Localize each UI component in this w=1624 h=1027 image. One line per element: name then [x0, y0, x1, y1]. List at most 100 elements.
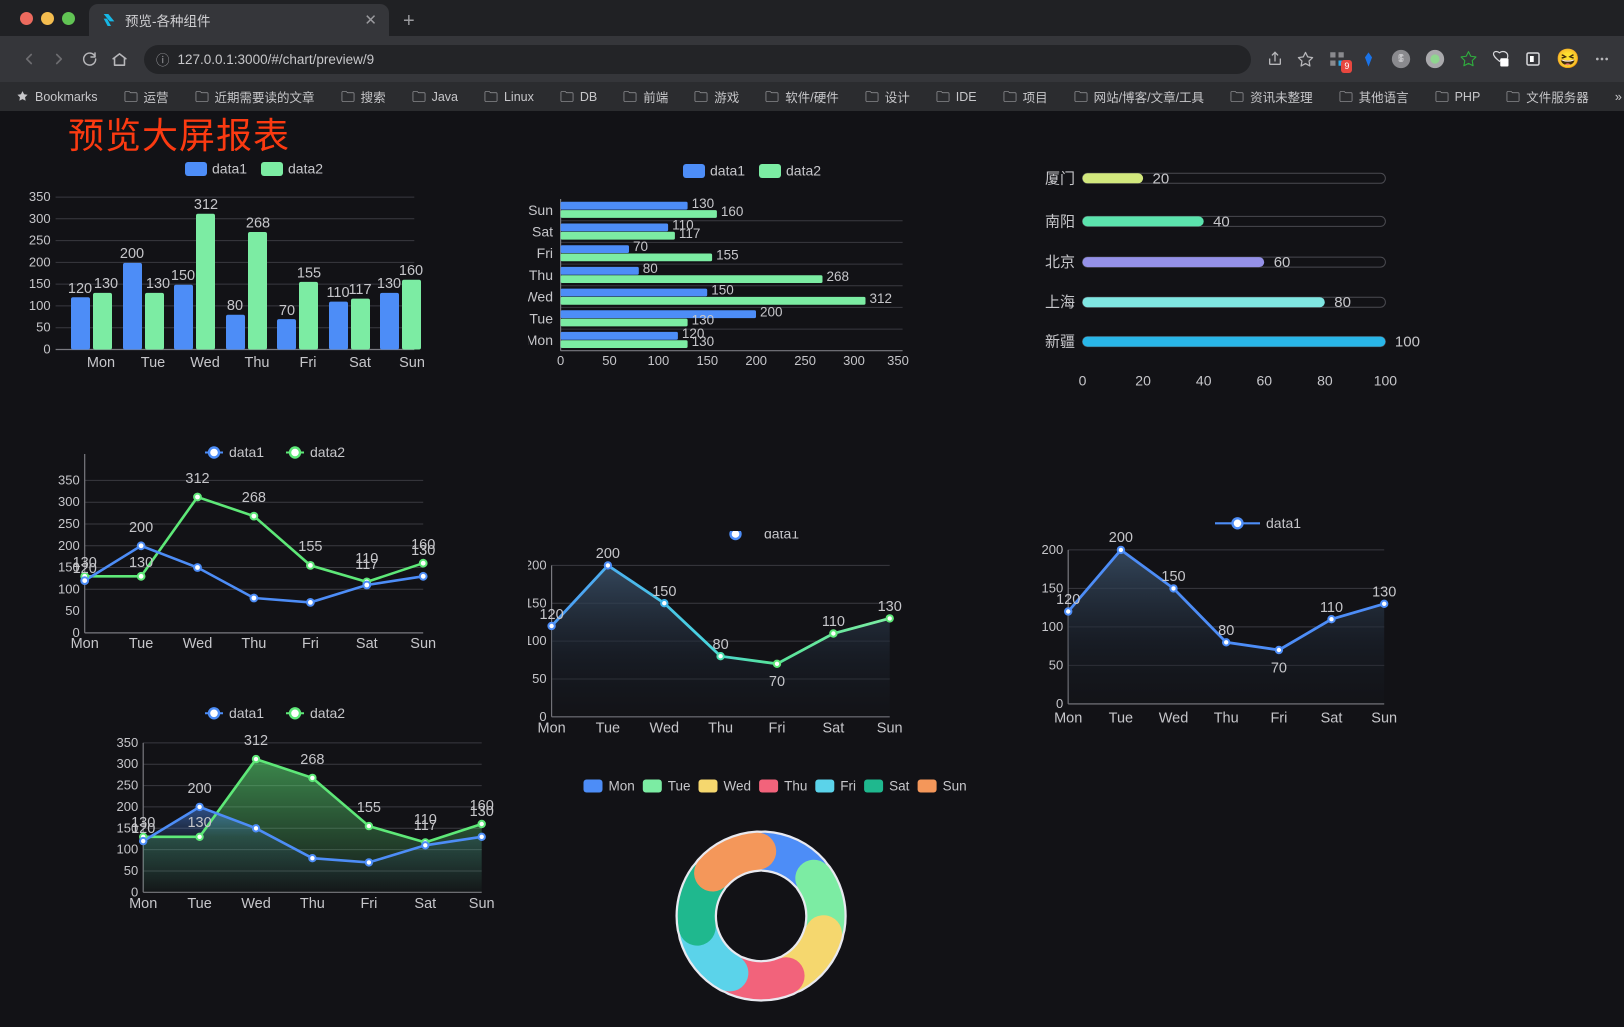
svg-text:150: 150 — [711, 283, 734, 298]
svg-text:Tue: Tue — [129, 636, 153, 650]
svg-text:155: 155 — [298, 539, 322, 555]
svg-text:70: 70 — [769, 674, 785, 690]
svg-text:data2: data2 — [310, 705, 345, 721]
svg-text:150: 150 — [652, 584, 676, 600]
svg-text:268: 268 — [300, 752, 324, 768]
svg-text:200: 200 — [745, 353, 767, 368]
svg-text:300: 300 — [116, 756, 138, 771]
svg-text:Mon: Mon — [609, 779, 635, 794]
svg-text:60: 60 — [1274, 254, 1291, 271]
svg-text:Sun: Sun — [469, 896, 495, 912]
svg-text:data1: data1 — [710, 163, 745, 179]
svg-text:130: 130 — [94, 276, 118, 292]
svg-text:data1: data1 — [229, 705, 264, 721]
svg-text:250: 250 — [116, 778, 138, 793]
svg-text:0: 0 — [43, 342, 50, 357]
svg-text:Mon: Mon — [87, 355, 115, 371]
svg-text:data1: data1 — [229, 444, 264, 460]
svg-text:200: 200 — [120, 246, 144, 262]
svg-text:80: 80 — [713, 637, 729, 653]
svg-text:Tue: Tue — [529, 310, 553, 326]
svg-text:Fri: Fri — [769, 721, 786, 734]
svg-text:120: 120 — [1056, 592, 1080, 608]
svg-text:Tue: Tue — [141, 355, 165, 371]
svg-text:155: 155 — [297, 266, 321, 282]
svg-text:Sun: Sun — [943, 779, 967, 794]
svg-text:120: 120 — [539, 607, 563, 623]
svg-text:Wed: Wed — [650, 721, 680, 734]
svg-text:130: 130 — [470, 804, 494, 820]
svg-text:50: 50 — [532, 671, 546, 686]
svg-text:Tue: Tue — [596, 721, 620, 734]
svg-text:150: 150 — [29, 276, 51, 291]
svg-text:200: 200 — [760, 304, 783, 319]
svg-text:100: 100 — [528, 633, 547, 648]
svg-text:0: 0 — [557, 353, 564, 368]
svg-text:350: 350 — [116, 735, 138, 750]
svg-text:160: 160 — [399, 263, 423, 279]
svg-text:Fri: Fri — [302, 636, 319, 650]
svg-text:Sat: Sat — [356, 636, 378, 650]
svg-text:100: 100 — [116, 842, 138, 857]
svg-text:80: 80 — [643, 261, 658, 276]
svg-text:100: 100 — [58, 581, 80, 596]
svg-text:Mon: Mon — [528, 332, 553, 348]
svg-text:100: 100 — [29, 298, 51, 313]
svg-text:200: 200 — [129, 520, 153, 536]
svg-text:新疆: 新疆 — [1045, 334, 1075, 351]
svg-text:Sun: Sun — [410, 636, 436, 650]
svg-text:data2: data2 — [288, 161, 323, 177]
svg-text:Fri: Fri — [840, 779, 856, 794]
svg-text:Fri: Fri — [300, 355, 317, 371]
svg-text:60: 60 — [1257, 373, 1273, 389]
svg-text:Thu: Thu — [529, 267, 553, 283]
svg-text:Mon: Mon — [537, 721, 565, 734]
svg-text:117: 117 — [348, 282, 371, 298]
svg-text:100: 100 — [1395, 334, 1420, 351]
svg-text:80: 80 — [1317, 373, 1333, 389]
svg-text:150: 150 — [696, 353, 718, 368]
svg-text:Thu: Thu — [784, 779, 807, 794]
svg-text:250: 250 — [58, 516, 80, 531]
svg-text:Sat: Sat — [414, 896, 436, 912]
svg-text:130: 130 — [411, 543, 435, 559]
svg-text:200: 200 — [187, 781, 211, 797]
svg-text:130: 130 — [878, 599, 902, 615]
svg-text:70: 70 — [279, 303, 295, 319]
svg-text:200: 200 — [116, 799, 138, 814]
svg-text:Fri: Fri — [360, 896, 377, 912]
svg-text:130: 130 — [1372, 585, 1396, 601]
svg-text:130: 130 — [692, 334, 715, 349]
svg-text:100: 100 — [1041, 619, 1063, 634]
svg-text:110: 110 — [326, 285, 349, 301]
svg-text:130: 130 — [146, 276, 170, 292]
svg-text:20: 20 — [1135, 373, 1151, 389]
svg-text:70: 70 — [633, 239, 648, 254]
svg-text:Sat: Sat — [532, 224, 553, 240]
svg-text:Sat: Sat — [889, 779, 910, 794]
svg-text:155: 155 — [357, 800, 381, 816]
svg-text:data1: data1 — [764, 531, 799, 542]
svg-text:200: 200 — [1041, 542, 1063, 557]
svg-text:Sun: Sun — [877, 721, 903, 734]
svg-text:40: 40 — [1196, 373, 1212, 389]
svg-text:130: 130 — [187, 815, 211, 831]
svg-text:50: 50 — [1049, 657, 1063, 672]
svg-text:Wed: Wed — [724, 779, 752, 794]
svg-text:155: 155 — [716, 248, 739, 263]
svg-text:350: 350 — [887, 353, 909, 368]
svg-text:350: 350 — [29, 189, 51, 204]
svg-text:data1: data1 — [212, 161, 247, 177]
svg-text:Sat: Sat — [823, 721, 845, 734]
svg-text:200: 200 — [1109, 530, 1133, 546]
svg-text:Wed: Wed — [528, 289, 553, 305]
svg-text:厦门: 厦门 — [1045, 170, 1075, 187]
svg-text:130: 130 — [692, 196, 715, 211]
svg-text:268: 268 — [242, 490, 266, 506]
svg-text:data2: data2 — [310, 444, 345, 460]
svg-text:Sun: Sun — [399, 355, 425, 371]
svg-text:50: 50 — [36, 320, 50, 335]
svg-text:200: 200 — [58, 538, 80, 553]
svg-text:Thu: Thu — [245, 355, 270, 371]
svg-text:312: 312 — [194, 197, 218, 213]
